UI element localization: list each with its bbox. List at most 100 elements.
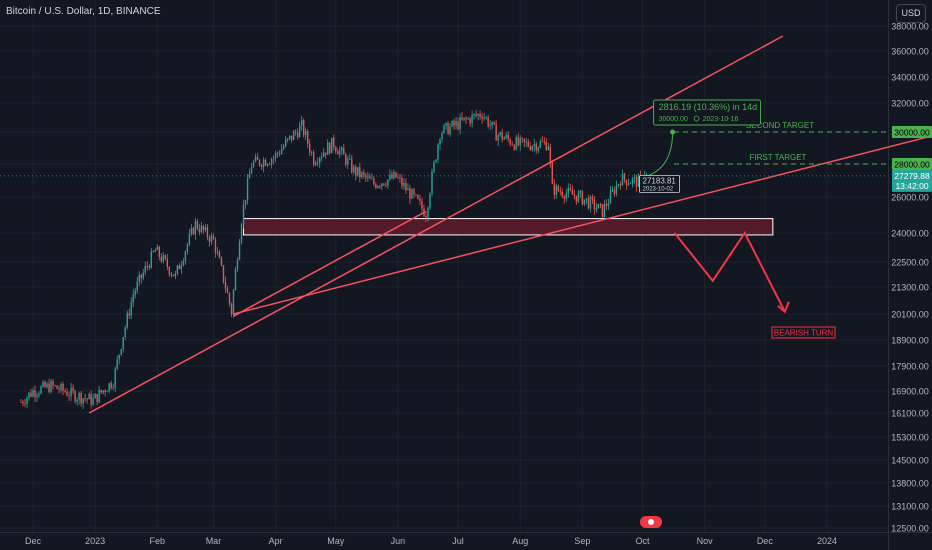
candle-body (234, 269, 237, 291)
candle-body (627, 183, 630, 186)
y-tick-label: 12500.00 (891, 524, 929, 534)
candle-body (415, 194, 417, 196)
candle-body (194, 221, 197, 235)
candle-body (264, 160, 267, 166)
candle-body (92, 398, 94, 405)
candle-body (435, 159, 437, 163)
candle-body (280, 149, 283, 155)
candle-body (497, 135, 499, 141)
candle-body (236, 259, 239, 270)
candle-body (565, 193, 568, 199)
candle-body (343, 147, 345, 155)
y-tick-label: 22500.00 (891, 258, 929, 268)
candle-body (44, 382, 46, 388)
candle-body (294, 131, 297, 133)
candle-body (84, 398, 86, 400)
candle-body (595, 208, 598, 210)
x-tick-label: 2023 (85, 536, 105, 546)
candle-body (22, 402, 24, 404)
candle-body (465, 117, 467, 120)
candle-body (230, 303, 233, 315)
candle-body (220, 257, 223, 266)
entry-date: 2023-10-02 (643, 186, 674, 192)
candle-body (56, 385, 58, 389)
x-tick-label: Nov (697, 536, 714, 546)
candle-body (369, 176, 371, 179)
candle-body (617, 184, 620, 186)
chart-title: Bitcoin / U.S. Dollar, 1D, BINANCE (6, 6, 161, 17)
candle-body (577, 192, 580, 202)
currency-button[interactable]: USD (896, 4, 926, 23)
candle-body (274, 152, 277, 159)
y-tick-label: 21300.00 (891, 283, 929, 293)
candle-body (443, 125, 445, 134)
candle-body (373, 178, 375, 185)
candle-body (142, 272, 144, 279)
y-tick-label: 14500.00 (891, 456, 929, 466)
candle-body (417, 194, 419, 199)
candle-body (387, 179, 389, 186)
candle-body (335, 147, 337, 152)
candle-body (349, 158, 351, 160)
y-tick-label: 16100.00 (891, 409, 929, 419)
projection-curve (648, 131, 674, 176)
y-tick-label: 15300.00 (891, 433, 929, 443)
candle-body (262, 160, 265, 168)
candle-body (34, 390, 36, 397)
candle-body (375, 184, 377, 188)
candle-body (575, 195, 578, 202)
candle-body (491, 121, 493, 126)
candle-body (327, 142, 329, 155)
candle-body (385, 185, 387, 186)
candle-body (138, 274, 140, 282)
candle-body (613, 189, 616, 194)
candle-body (463, 117, 465, 120)
candle-body (180, 264, 183, 270)
candle-body (425, 216, 427, 219)
candle-body (224, 281, 227, 289)
candle-body (645, 174, 648, 176)
candle-body (62, 383, 64, 391)
candle-body (200, 225, 203, 233)
candle-body (525, 141, 527, 143)
resistance-zone (243, 218, 774, 236)
candle-body (467, 118, 469, 120)
y-tick-label: 34000.00 (891, 73, 929, 83)
candle-body (313, 152, 315, 165)
candle-body (357, 167, 359, 176)
bearish-arrowhead (777, 301, 790, 314)
candle-body (427, 207, 429, 219)
candle-body (631, 178, 634, 184)
candle-body (78, 392, 80, 400)
candle-body (168, 266, 171, 275)
candle-body (585, 198, 588, 200)
y-tick-label: 24000.00 (891, 229, 929, 239)
candle-body (152, 251, 154, 253)
candle-body (164, 255, 167, 259)
candle-body (82, 398, 84, 404)
candle-body (457, 121, 459, 130)
candle-body (156, 246, 159, 251)
candle-body (304, 131, 307, 136)
candle-body (160, 256, 163, 262)
candle-body (134, 290, 136, 295)
candle-body (623, 173, 626, 180)
candle-body (581, 191, 584, 205)
candle-body (126, 313, 128, 328)
candle-body (477, 114, 479, 116)
x-tick-label: Feb (150, 536, 166, 546)
candle-body (597, 203, 600, 209)
candle-body (240, 224, 243, 243)
x-tick-label: Dec (757, 536, 774, 546)
candle-body (579, 191, 582, 193)
candle-body (116, 359, 118, 369)
candle-body (166, 258, 169, 267)
trendline (233, 210, 427, 317)
candle-body (601, 204, 604, 217)
candle-body (509, 139, 511, 145)
candle-body (611, 189, 614, 191)
candle-body (108, 383, 110, 392)
candle-body (393, 172, 395, 179)
candle-body (32, 390, 34, 397)
